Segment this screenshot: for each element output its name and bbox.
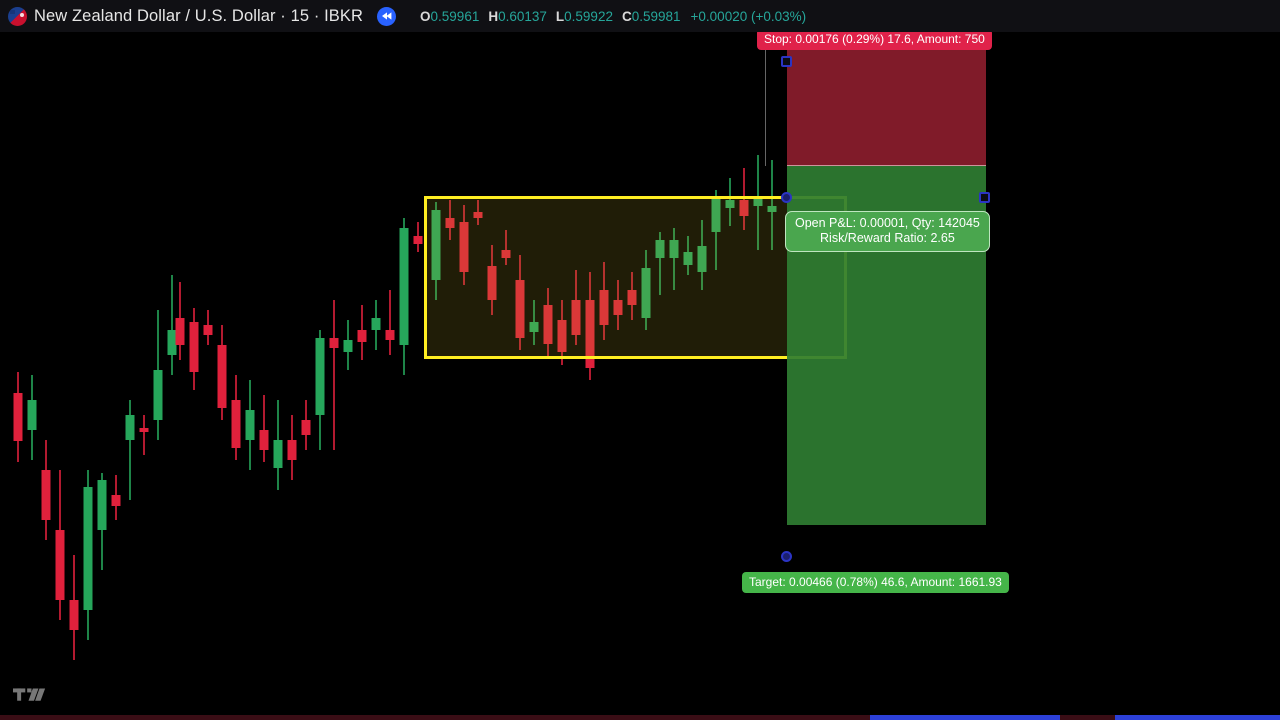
chart-pane[interactable]	[0, 32, 1280, 708]
rectangle-drawing[interactable]	[424, 196, 847, 359]
candle	[543, 288, 553, 358]
nz-us-flag-icon	[8, 6, 27, 26]
candle	[189, 308, 199, 390]
candle	[329, 300, 339, 450]
candle	[557, 300, 567, 365]
candle	[459, 205, 469, 285]
candle	[83, 470, 93, 640]
candle	[217, 325, 227, 420]
candle	[111, 475, 121, 520]
candle	[669, 228, 679, 290]
candle	[41, 440, 51, 540]
candlestick-series	[13, 155, 777, 660]
candle	[739, 168, 749, 230]
ohlc-open-value: 0.59961	[430, 8, 480, 24]
ohlc-low-label: L	[555, 8, 565, 24]
tradingview-logo	[13, 688, 46, 701]
candle	[529, 300, 539, 345]
ohlc-high-value: 0.60137	[498, 8, 547, 24]
open-pnl-line: Open P&L: 0.00001, Qty: 142045	[795, 216, 980, 230]
candle	[445, 200, 455, 240]
rewind-icon[interactable]	[377, 6, 397, 26]
candle	[711, 190, 721, 270]
candle	[431, 202, 441, 300]
candle	[473, 200, 483, 225]
candle	[725, 178, 735, 226]
candle	[245, 380, 255, 470]
entry-left-handle[interactable]	[781, 192, 792, 203]
candle	[655, 232, 665, 295]
candle	[627, 272, 637, 320]
stop-badge[interactable]: Stop: 0.00176 (0.29%) 17.6, Amount: 750	[757, 29, 992, 50]
candle	[413, 222, 423, 252]
candle	[55, 470, 65, 620]
entry-right-handle[interactable]	[979, 192, 990, 203]
playback-progress-bar[interactable]	[0, 715, 1280, 720]
ohlc-open-label: O	[420, 8, 431, 24]
candle	[259, 395, 269, 462]
candle	[69, 555, 79, 660]
risk-reward-line: Risk/Reward Ratio: 2.65	[820, 231, 955, 246]
candle	[287, 415, 297, 480]
candle	[767, 160, 777, 250]
candle	[97, 473, 107, 570]
candle	[203, 310, 213, 345]
rewind-glyph	[381, 12, 391, 20]
candle	[613, 280, 623, 330]
entry-price-line[interactable]	[787, 165, 986, 166]
candle	[27, 375, 37, 460]
target-bottom-handle[interactable]	[781, 551, 792, 562]
chart-header: New Zealand Dollar / U.S. Dollar · 15 · …	[0, 0, 1280, 32]
ohlc-low-value: 0.59922	[564, 8, 613, 24]
ohlc-legend: O 0.59961 H 0.60137 L 0.59922 C 0.59981 …	[420, 9, 806, 24]
progress-segment-2	[1115, 715, 1280, 720]
candle	[599, 262, 609, 340]
candle	[399, 218, 409, 375]
candle	[167, 275, 177, 375]
candle	[571, 270, 581, 345]
candle	[501, 230, 511, 265]
position-entry-vertical-line	[765, 24, 766, 166]
progress-segment-1	[870, 715, 1060, 720]
candle	[585, 272, 595, 380]
candle	[487, 245, 497, 315]
candle	[371, 300, 381, 350]
candle	[231, 375, 241, 460]
stop-loss-zone[interactable]	[787, 30, 986, 166]
ohlc-close-value: 0.59981	[631, 8, 681, 24]
candle	[515, 255, 525, 350]
candle	[301, 400, 311, 450]
candle	[175, 282, 185, 360]
target-badge[interactable]: Target: 0.00466 (0.78%) 46.6, Amount: 16…	[742, 572, 1009, 593]
candle	[385, 290, 395, 355]
candle	[753, 155, 763, 250]
candle	[315, 330, 325, 450]
candle	[13, 372, 23, 462]
ohlc-change: +0.00020 (+0.03%)	[690, 8, 807, 24]
candle	[153, 310, 163, 440]
stop-top-handle[interactable]	[781, 56, 792, 67]
ohlc-close-label: C	[621, 8, 632, 24]
candle	[125, 400, 135, 500]
candle	[683, 236, 693, 275]
candle	[273, 400, 283, 490]
candle	[357, 305, 367, 360]
candle	[343, 320, 353, 370]
candle	[697, 220, 707, 290]
candle	[641, 250, 651, 330]
open-pnl-tooltip[interactable]: Open P&L: 0.00001, Qty: 142045 Risk/Rewa…	[785, 211, 990, 252]
ohlc-high-label: H	[488, 8, 499, 24]
symbol-title[interactable]: New Zealand Dollar / U.S. Dollar · 15 · …	[34, 6, 364, 25]
candle	[139, 415, 149, 455]
